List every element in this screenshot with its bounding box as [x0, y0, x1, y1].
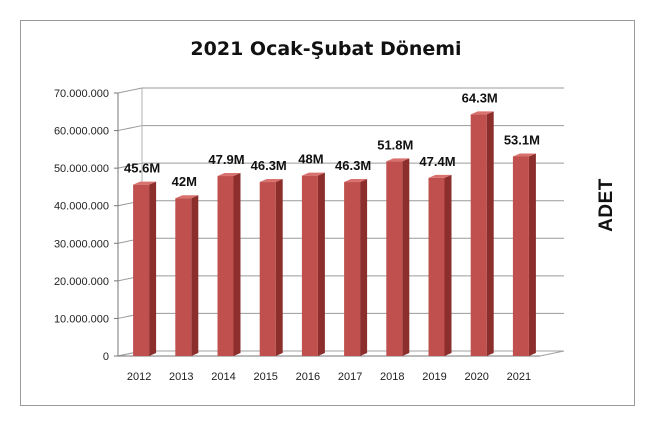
y-tick-label: 40.000.000	[54, 201, 109, 213]
chart-title: 2021 Ocak-Şubat Dönemi	[190, 38, 462, 60]
bar-2014	[217, 173, 241, 356]
data-label: 47.4M	[419, 154, 455, 169]
bar-2021	[512, 153, 536, 356]
y-tick-label: 30.000.000	[54, 238, 109, 250]
bar-front	[175, 198, 192, 356]
bar-top	[512, 153, 536, 157]
x-tick-label: 2021	[507, 371, 531, 383]
bar-front	[344, 182, 361, 356]
data-label: 42M	[172, 174, 197, 189]
bar-top	[301, 172, 325, 176]
bar-2020	[470, 111, 494, 357]
bar-top	[344, 179, 368, 183]
data-label: 47.9M	[208, 152, 244, 167]
x-tick-label: 2013	[169, 371, 193, 383]
y-tick-label: 10.000.000	[54, 313, 109, 325]
bar-front	[428, 177, 445, 356]
labels: 0 10.000.000 20.000.000 30.000.000 40.000.00…	[54, 88, 540, 383]
bar-2017	[344, 179, 368, 356]
y-tick-label: 60.000.000	[54, 126, 109, 138]
floor-edge	[539, 350, 565, 357]
gridline-depth	[117, 87, 143, 94]
x-tick-label: 2012	[127, 371, 151, 383]
gridline-depth	[117, 125, 143, 132]
bar-side	[233, 173, 241, 356]
x-tick-label: 2017	[338, 371, 362, 383]
bar-top	[217, 173, 241, 177]
bar-side	[486, 111, 494, 357]
y-tick-label: 70.000.000	[54, 88, 109, 100]
bar-2018	[386, 158, 410, 356]
x-tick-label: 2016	[296, 371, 320, 383]
y-tick-label: 20.000.000	[54, 276, 109, 288]
y-tick-label: 0	[103, 351, 109, 363]
bar-side	[444, 174, 452, 356]
x-tick-label: 2019	[422, 371, 446, 383]
bar-side	[402, 158, 410, 356]
data-label: 51.8M	[377, 137, 413, 152]
data-label: 48M	[298, 152, 323, 167]
bar-top	[133, 181, 157, 185]
bar-side	[191, 195, 199, 356]
bar-2016	[301, 172, 325, 356]
bar-front	[301, 175, 318, 356]
x-tick-label: 2018	[380, 371, 404, 383]
bar-front	[512, 156, 529, 356]
bar-top	[175, 195, 199, 199]
bar-front	[217, 176, 234, 356]
data-label: 45.6M	[124, 161, 160, 176]
bar-top	[386, 158, 410, 162]
gridline-depth	[117, 162, 143, 169]
bar-side	[149, 181, 157, 356]
bar-side	[275, 179, 283, 356]
bar-front	[133, 184, 150, 356]
bar-front	[259, 182, 276, 356]
x-tick-label: 2014	[211, 371, 235, 383]
bar-top	[259, 179, 283, 183]
bar-2012	[133, 181, 157, 356]
bar-side	[528, 153, 536, 356]
bar-front	[386, 161, 403, 356]
bar-2019	[428, 174, 452, 356]
bar-2015	[259, 179, 283, 356]
data-label: 46.3M	[335, 158, 371, 173]
bar-top	[428, 174, 452, 178]
y-tick-label: 50.000.000	[54, 163, 109, 175]
x-tick-label: 2020	[464, 371, 488, 383]
data-label: 46.3M	[251, 158, 287, 173]
bars	[133, 111, 536, 357]
bar-side	[360, 179, 368, 356]
bar-front	[470, 114, 487, 356]
bar-top	[470, 111, 494, 115]
bar-2013	[175, 195, 199, 356]
bar-side	[317, 172, 325, 356]
data-label: 53.1M	[504, 132, 540, 147]
x-tick-label: 2015	[253, 371, 277, 383]
data-label: 64.3M	[462, 90, 498, 105]
